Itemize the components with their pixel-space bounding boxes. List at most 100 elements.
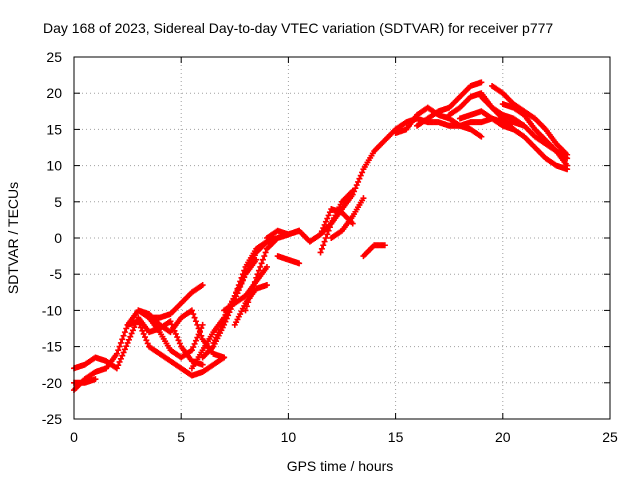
series-track-13: [274, 253, 303, 267]
data-point: [123, 325, 130, 332]
data-point: [321, 221, 328, 228]
data-point: [144, 340, 151, 347]
y-tick-label: -20: [42, 375, 62, 391]
tick-layer: 0 5 10 15 20 25 -25 -20 -15 -10 -5 0 5 10 15 20 25: [42, 49, 618, 445]
data-point: [92, 376, 99, 383]
series-track-16: [317, 206, 356, 238]
data-point: [317, 249, 324, 256]
data-point: [172, 330, 179, 337]
series-track-18: [360, 242, 388, 260]
data-point: [322, 218, 329, 225]
data-point: [355, 178, 362, 185]
data-point: [120, 332, 127, 339]
data-point: [258, 260, 265, 267]
data-point: [263, 282, 270, 289]
data-point: [360, 195, 367, 202]
data-point: [230, 296, 237, 303]
data-point: [223, 311, 230, 318]
data-point: [119, 352, 126, 359]
x-axis-label: GPS time / hours: [287, 458, 394, 474]
data-point: [225, 308, 232, 315]
data-point: [253, 274, 260, 281]
data-point: [253, 256, 260, 263]
data-point: [116, 343, 123, 350]
chart-title: Day 168 of 2023, Sidereal Day-to-day VTE…: [43, 20, 553, 36]
data-point: [124, 339, 131, 346]
data-point: [117, 339, 124, 346]
data-point: [326, 224, 333, 231]
data-point: [194, 334, 201, 341]
data-point: [320, 225, 327, 232]
data-point: [139, 327, 146, 334]
series-track-26: [478, 93, 528, 129]
data-point: [478, 79, 485, 86]
data-point: [325, 212, 332, 219]
data-point: [188, 307, 195, 314]
data-point: [349, 187, 356, 194]
x-tick-label: 20: [495, 429, 511, 445]
data-point: [195, 331, 202, 338]
data-point: [320, 242, 327, 249]
data-point: [167, 318, 174, 325]
data-point: [176, 340, 183, 347]
data-point: [191, 340, 198, 347]
data-point: [123, 343, 130, 350]
data-point: [143, 337, 150, 344]
data-point: [129, 327, 136, 334]
data-point: [121, 346, 128, 353]
data-point: [192, 318, 199, 325]
data-point: [318, 245, 325, 252]
data-point: [128, 330, 135, 337]
y-tick-label: 10: [46, 158, 62, 174]
data-point: [226, 305, 233, 312]
data-point: [117, 355, 124, 362]
data-point: [121, 329, 128, 336]
series-track-17: [328, 195, 367, 241]
data-point: [190, 311, 197, 318]
data-point: [261, 253, 268, 260]
data-point: [255, 267, 262, 274]
data-point: [478, 133, 485, 140]
x-tick-label: 0: [70, 429, 78, 445]
series-track-21: [414, 79, 485, 129]
data-point: [199, 321, 206, 328]
data-point: [116, 358, 123, 365]
data-point: [227, 302, 234, 309]
series-track-1: [71, 282, 206, 394]
y-tick-label: 15: [46, 121, 62, 137]
data-point: [259, 256, 266, 263]
data-point: [192, 337, 199, 344]
data-point: [188, 347, 195, 354]
data-point: [322, 235, 329, 241]
data-point: [564, 151, 571, 158]
x-tick-label: 5: [177, 429, 185, 445]
data-point: [324, 231, 331, 238]
data-point: [119, 336, 126, 343]
y-tick-label: -15: [42, 339, 62, 355]
series-track-25: [499, 101, 571, 169]
data-point: [115, 347, 122, 354]
data-point: [296, 260, 303, 267]
data-point: [198, 325, 205, 332]
series-track-23: [456, 108, 571, 173]
data-point: [262, 249, 269, 256]
data-point: [191, 314, 198, 321]
plot-frame: [73, 56, 611, 420]
data-point: [127, 333, 134, 340]
series-track-3: [71, 376, 99, 386]
data-layer: [71, 79, 571, 394]
series-track-12: [231, 282, 270, 328]
data-point: [115, 362, 122, 369]
data-point: [142, 334, 149, 341]
data-point: [349, 220, 356, 227]
data-point: [359, 169, 366, 176]
data-point: [521, 122, 528, 129]
data-point: [194, 321, 201, 328]
data-point: [199, 282, 206, 289]
x-tick-label: 15: [388, 429, 404, 445]
y-tick-label: 20: [46, 85, 62, 101]
data-point: [196, 328, 203, 335]
y-tick-label: -5: [50, 266, 63, 282]
